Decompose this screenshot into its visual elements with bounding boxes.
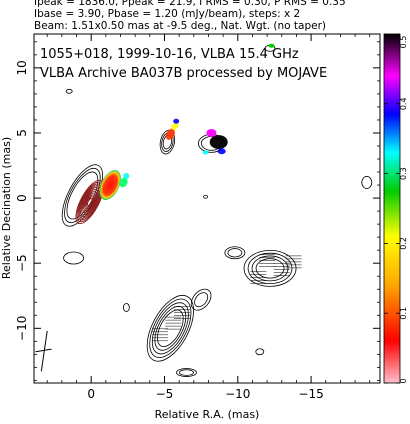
south-component-contour bbox=[151, 302, 189, 355]
core-contour bbox=[83, 192, 96, 212]
colorbar-tick-label: 0 bbox=[399, 378, 408, 383]
south-component-contour bbox=[179, 369, 194, 376]
colorbar-ticks: 0 0.1 0.2 0.3 0.4 0.5 bbox=[384, 33, 408, 384]
core-contour bbox=[85, 196, 94, 208]
beam-minor-axis bbox=[35, 348, 52, 353]
core-contour bbox=[81, 188, 99, 216]
west-component-contour bbox=[247, 252, 293, 285]
core-contour bbox=[78, 185, 101, 219]
west-component-contour bbox=[243, 250, 297, 287]
x-tick-label: −10 bbox=[225, 387, 250, 401]
knot-polarisation bbox=[173, 118, 180, 124]
south-component-contour bbox=[194, 292, 209, 308]
x-axis-label: Relative R.A. (mas) bbox=[155, 408, 260, 421]
y-tick-label: 5 bbox=[15, 129, 29, 137]
y-tick-label: 10 bbox=[15, 60, 29, 75]
x-tick-label: −15 bbox=[298, 387, 323, 401]
core-contour bbox=[75, 179, 104, 225]
core-polarisation-edge bbox=[119, 177, 128, 188]
knot-polarisation bbox=[209, 135, 228, 150]
axis-ticks: 0 −5 −10 −15 10 5 0 −5 −10 bbox=[15, 34, 380, 401]
chart-title-line1: 1055+018, 1999-10-16, VLBA 15.4 GHz bbox=[40, 47, 299, 62]
y-tick-label: −10 bbox=[15, 316, 29, 341]
core-contour bbox=[76, 181, 103, 223]
y-axis-label: Relative Decination (mas) bbox=[0, 137, 13, 279]
core-contour bbox=[80, 187, 100, 217]
contour-data-layer bbox=[35, 43, 373, 377]
core-contour bbox=[84, 194, 95, 210]
south-component-contour bbox=[157, 309, 184, 347]
beam-major-axis bbox=[40, 330, 48, 372]
south-component-contour bbox=[176, 368, 197, 377]
minor-contour bbox=[203, 194, 208, 199]
south-component-contour bbox=[149, 298, 192, 358]
knot-polarisation bbox=[206, 128, 217, 137]
south-component-contour bbox=[154, 305, 187, 351]
south-component-contour bbox=[190, 288, 212, 311]
y-tick-label: −5 bbox=[15, 254, 29, 272]
knot-polarisation bbox=[202, 150, 209, 155]
header-line-base: Ibase = 3.90, Pbase = 1.20 (mJy/beam), s… bbox=[34, 8, 301, 20]
y-tick-label: 0 bbox=[15, 194, 29, 202]
header-line-peak: Ipeak = 1836.0, Ppeak = 21.9, I RMS = 0.… bbox=[34, 0, 346, 8]
core-contour bbox=[86, 197, 93, 207]
colorbar-tick-label: 0.2 bbox=[399, 237, 408, 250]
core-polarisation-edge bbox=[123, 172, 130, 179]
chart-title-line2: VLBA Archive BA037B processed by MOJAVE bbox=[40, 66, 327, 81]
minor-contour bbox=[255, 348, 265, 356]
minor-contour bbox=[122, 303, 130, 312]
minor-polarisation bbox=[268, 43, 275, 48]
colorbar-tick-label: 0.5 bbox=[399, 36, 408, 49]
west-component-contour bbox=[227, 248, 243, 258]
core-contour bbox=[82, 190, 98, 214]
minor-contour bbox=[65, 88, 73, 94]
x-tick-label: −5 bbox=[156, 387, 174, 401]
west-component-contour bbox=[224, 246, 246, 260]
knot-polarisation bbox=[171, 123, 179, 130]
core-polarisation bbox=[99, 170, 121, 200]
minor-contour bbox=[361, 176, 373, 189]
south-component-contour bbox=[146, 295, 194, 362]
core-contour bbox=[77, 183, 102, 221]
knot-polarisation bbox=[217, 148, 226, 155]
colorbar bbox=[383, 33, 401, 384]
colorbar-tick-label: 0.3 bbox=[399, 167, 408, 180]
minor-contour bbox=[63, 251, 84, 265]
plot-frame bbox=[33, 33, 381, 384]
header-line-beam: Beam: 1.51x0.50 mas at -9.5 deg., Nat. W… bbox=[34, 20, 327, 32]
x-tick-label: 0 bbox=[87, 387, 95, 401]
knot-polarisation bbox=[165, 128, 175, 140]
west-component-contour bbox=[251, 255, 289, 282]
colorbar-tick-label: 0.4 bbox=[399, 97, 408, 110]
colorbar-tick-label: 0.1 bbox=[399, 307, 408, 320]
west-component-contour bbox=[255, 258, 285, 279]
